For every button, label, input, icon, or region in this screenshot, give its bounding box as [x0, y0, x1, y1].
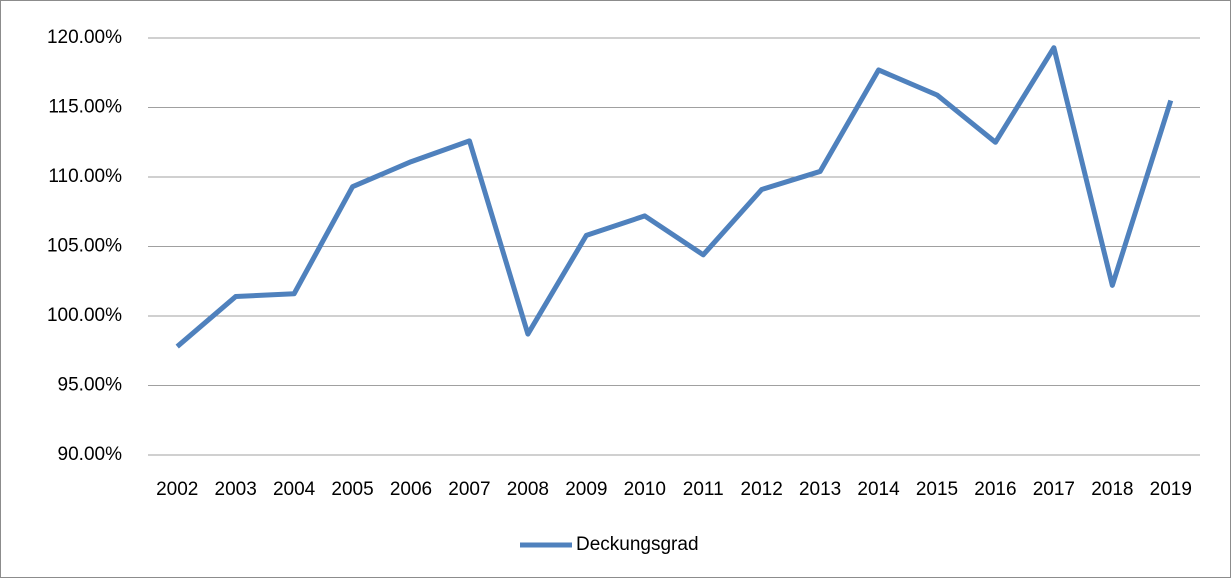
x-tick-label: 2015 [916, 479, 958, 500]
legend-label: Deckungsgrad [576, 534, 699, 555]
x-tick-label: 2004 [273, 479, 316, 500]
y-tick-label: 100.00% [47, 305, 122, 326]
x-tick-label: 2013 [799, 479, 841, 500]
x-tick-label: 2017 [1033, 479, 1075, 500]
y-tick-label: 95.00% [58, 375, 123, 396]
x-tick-label: 2011 [683, 479, 724, 500]
x-tick-label: 2016 [974, 479, 1016, 500]
x-tick-label: 2018 [1091, 479, 1133, 500]
x-tick-label: 2003 [215, 479, 257, 500]
y-tick-label: 90.00% [58, 444, 123, 465]
x-tick-label: 2014 [857, 479, 900, 500]
x-tick-label: 2002 [156, 479, 198, 500]
x-tick-label: 2009 [565, 479, 607, 500]
x-tick-label: 2019 [1150, 479, 1192, 500]
y-tick-label: 120.00% [47, 27, 122, 48]
x-tick-label: 2010 [624, 479, 666, 500]
y-tick-label: 105.00% [47, 236, 122, 257]
x-tick-label: 2005 [331, 479, 373, 500]
x-tick-label: 2008 [507, 479, 549, 500]
y-tick-label: 115.00% [48, 97, 122, 118]
y-tick-label: 110.00% [48, 166, 122, 187]
x-tick-label: 2006 [390, 479, 432, 500]
x-tick-label: 2012 [741, 479, 783, 500]
x-tick-label: 2007 [448, 479, 490, 500]
data-line [175, 45, 1174, 349]
